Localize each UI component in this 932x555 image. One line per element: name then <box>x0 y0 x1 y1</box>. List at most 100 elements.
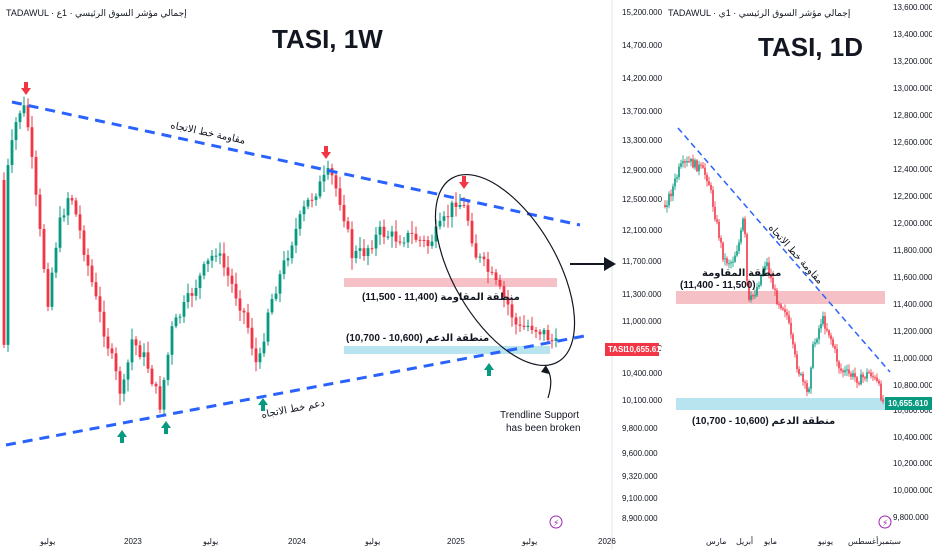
price-tick-right: 10,400.000 <box>893 433 932 442</box>
candle-body-right <box>854 373 856 378</box>
candle-body <box>194 288 198 296</box>
candle-body <box>438 220 442 227</box>
candle-body-right <box>748 280 750 300</box>
chart-title: TASI, 1W <box>272 24 383 54</box>
candle-body <box>402 242 406 244</box>
candle-body-right <box>846 369 848 371</box>
candle-body-right <box>734 255 736 262</box>
candle-body <box>26 105 30 128</box>
candle-body <box>178 316 182 318</box>
candle-body <box>462 204 466 206</box>
candle-body <box>10 140 14 166</box>
lightning-icon-right[interactable] <box>878 515 892 529</box>
candle-body <box>294 228 298 246</box>
candle-body <box>518 324 522 326</box>
candle-body-right <box>880 383 882 400</box>
candle-body <box>502 286 506 298</box>
chart-title-right: TASI, 1D <box>758 32 863 62</box>
price-tick-right: 10,000.000 <box>893 486 932 495</box>
candle-body-right <box>714 206 716 220</box>
candle-body-right <box>664 205 666 208</box>
price-axis-right: 13,600.000 13,400.000 13,200.000 13,000.000… <box>893 3 932 522</box>
candle-body <box>434 226 438 242</box>
candle-body <box>142 352 146 357</box>
candle-body <box>546 329 550 341</box>
candle-body-right <box>816 339 818 343</box>
last-price-tag <box>605 343 659 356</box>
candle-body <box>258 353 262 363</box>
candle-body <box>34 156 38 195</box>
candle-body-right <box>708 181 710 185</box>
signal-markers <box>21 82 494 443</box>
price-tick: 12,900.000 <box>622 166 663 175</box>
candle-body-right <box>740 230 742 243</box>
candle-body <box>78 214 82 231</box>
candle-body-right <box>762 270 764 275</box>
candle-body-right <box>882 399 884 402</box>
candle-body <box>382 226 386 237</box>
candle-body <box>522 325 526 327</box>
candle-body <box>118 371 122 394</box>
candle-body <box>94 282 98 297</box>
candle-body-right <box>718 221 720 238</box>
candle-body <box>110 348 114 354</box>
price-tick: 12,500.000 <box>622 195 663 204</box>
resistance-trendline <box>11 100 581 227</box>
price-tick: 10,400.000 <box>622 369 663 378</box>
candle-body <box>210 255 214 261</box>
candle-body <box>414 233 418 240</box>
candle-body-right <box>704 167 706 175</box>
candle-body <box>214 255 218 257</box>
candle-body <box>354 250 358 259</box>
buy-marker-stem <box>120 437 124 443</box>
last-price-tag-symbol: TASI <box>608 345 626 354</box>
resistance-trendline-right <box>677 127 891 373</box>
candle-body <box>458 204 462 207</box>
source-label: TADAWUL · إجمالي مؤشر السوق الرئيسي · 1ع <box>6 8 187 19</box>
candle-body-right <box>874 377 876 379</box>
price-tick-right: 10,200.000 <box>893 459 932 468</box>
candle-body-right <box>690 158 692 162</box>
candle-body-right <box>720 237 722 243</box>
lightning-glyph-right: ⚡ <box>882 518 888 528</box>
candle-body <box>406 232 410 243</box>
candle-body <box>506 297 510 305</box>
candle-body-right <box>696 160 698 172</box>
candle-body <box>394 231 398 242</box>
last-price-tag-right <box>885 397 932 410</box>
candle-body <box>18 113 22 123</box>
price-tick-right: 11,800.000 <box>893 246 932 255</box>
candle-body <box>130 339 134 363</box>
candle-body <box>482 256 486 260</box>
weekly-chart-panel: TADAWUL · إجمالي مؤشر السوق الرئيسي · 1ع… <box>2 0 663 550</box>
price-tick-right: 10,600.000 <box>893 406 932 415</box>
candle-body <box>246 312 250 328</box>
candle-body <box>534 330 538 332</box>
candle-body <box>442 216 446 221</box>
candle-body <box>162 379 166 410</box>
candle-body <box>366 248 370 257</box>
candle-body <box>86 254 90 266</box>
price-tick: 10,100.000 <box>622 396 663 405</box>
candle-body-right <box>878 380 880 384</box>
candle-body-right <box>700 164 702 166</box>
candle-body-right <box>692 158 694 168</box>
sell-marker-arrow <box>21 88 31 95</box>
lightning-icon[interactable] <box>549 515 563 529</box>
candle-body <box>346 221 350 230</box>
candle-body-right <box>800 373 802 375</box>
candle-body <box>98 296 102 312</box>
candle-body <box>106 336 110 349</box>
candle-body-right <box>792 334 794 345</box>
candle-body <box>370 248 374 250</box>
candle-body-right <box>764 265 766 271</box>
buy-marker-arrow <box>117 430 127 437</box>
candle-body-right <box>682 161 684 164</box>
candle-body <box>322 174 326 182</box>
candle-body-right <box>676 177 678 179</box>
price-tick: 11,300.000 <box>622 290 662 299</box>
candle-body-right <box>732 261 734 263</box>
candle-body-right <box>738 242 740 252</box>
buy-marker-stem <box>261 405 265 411</box>
